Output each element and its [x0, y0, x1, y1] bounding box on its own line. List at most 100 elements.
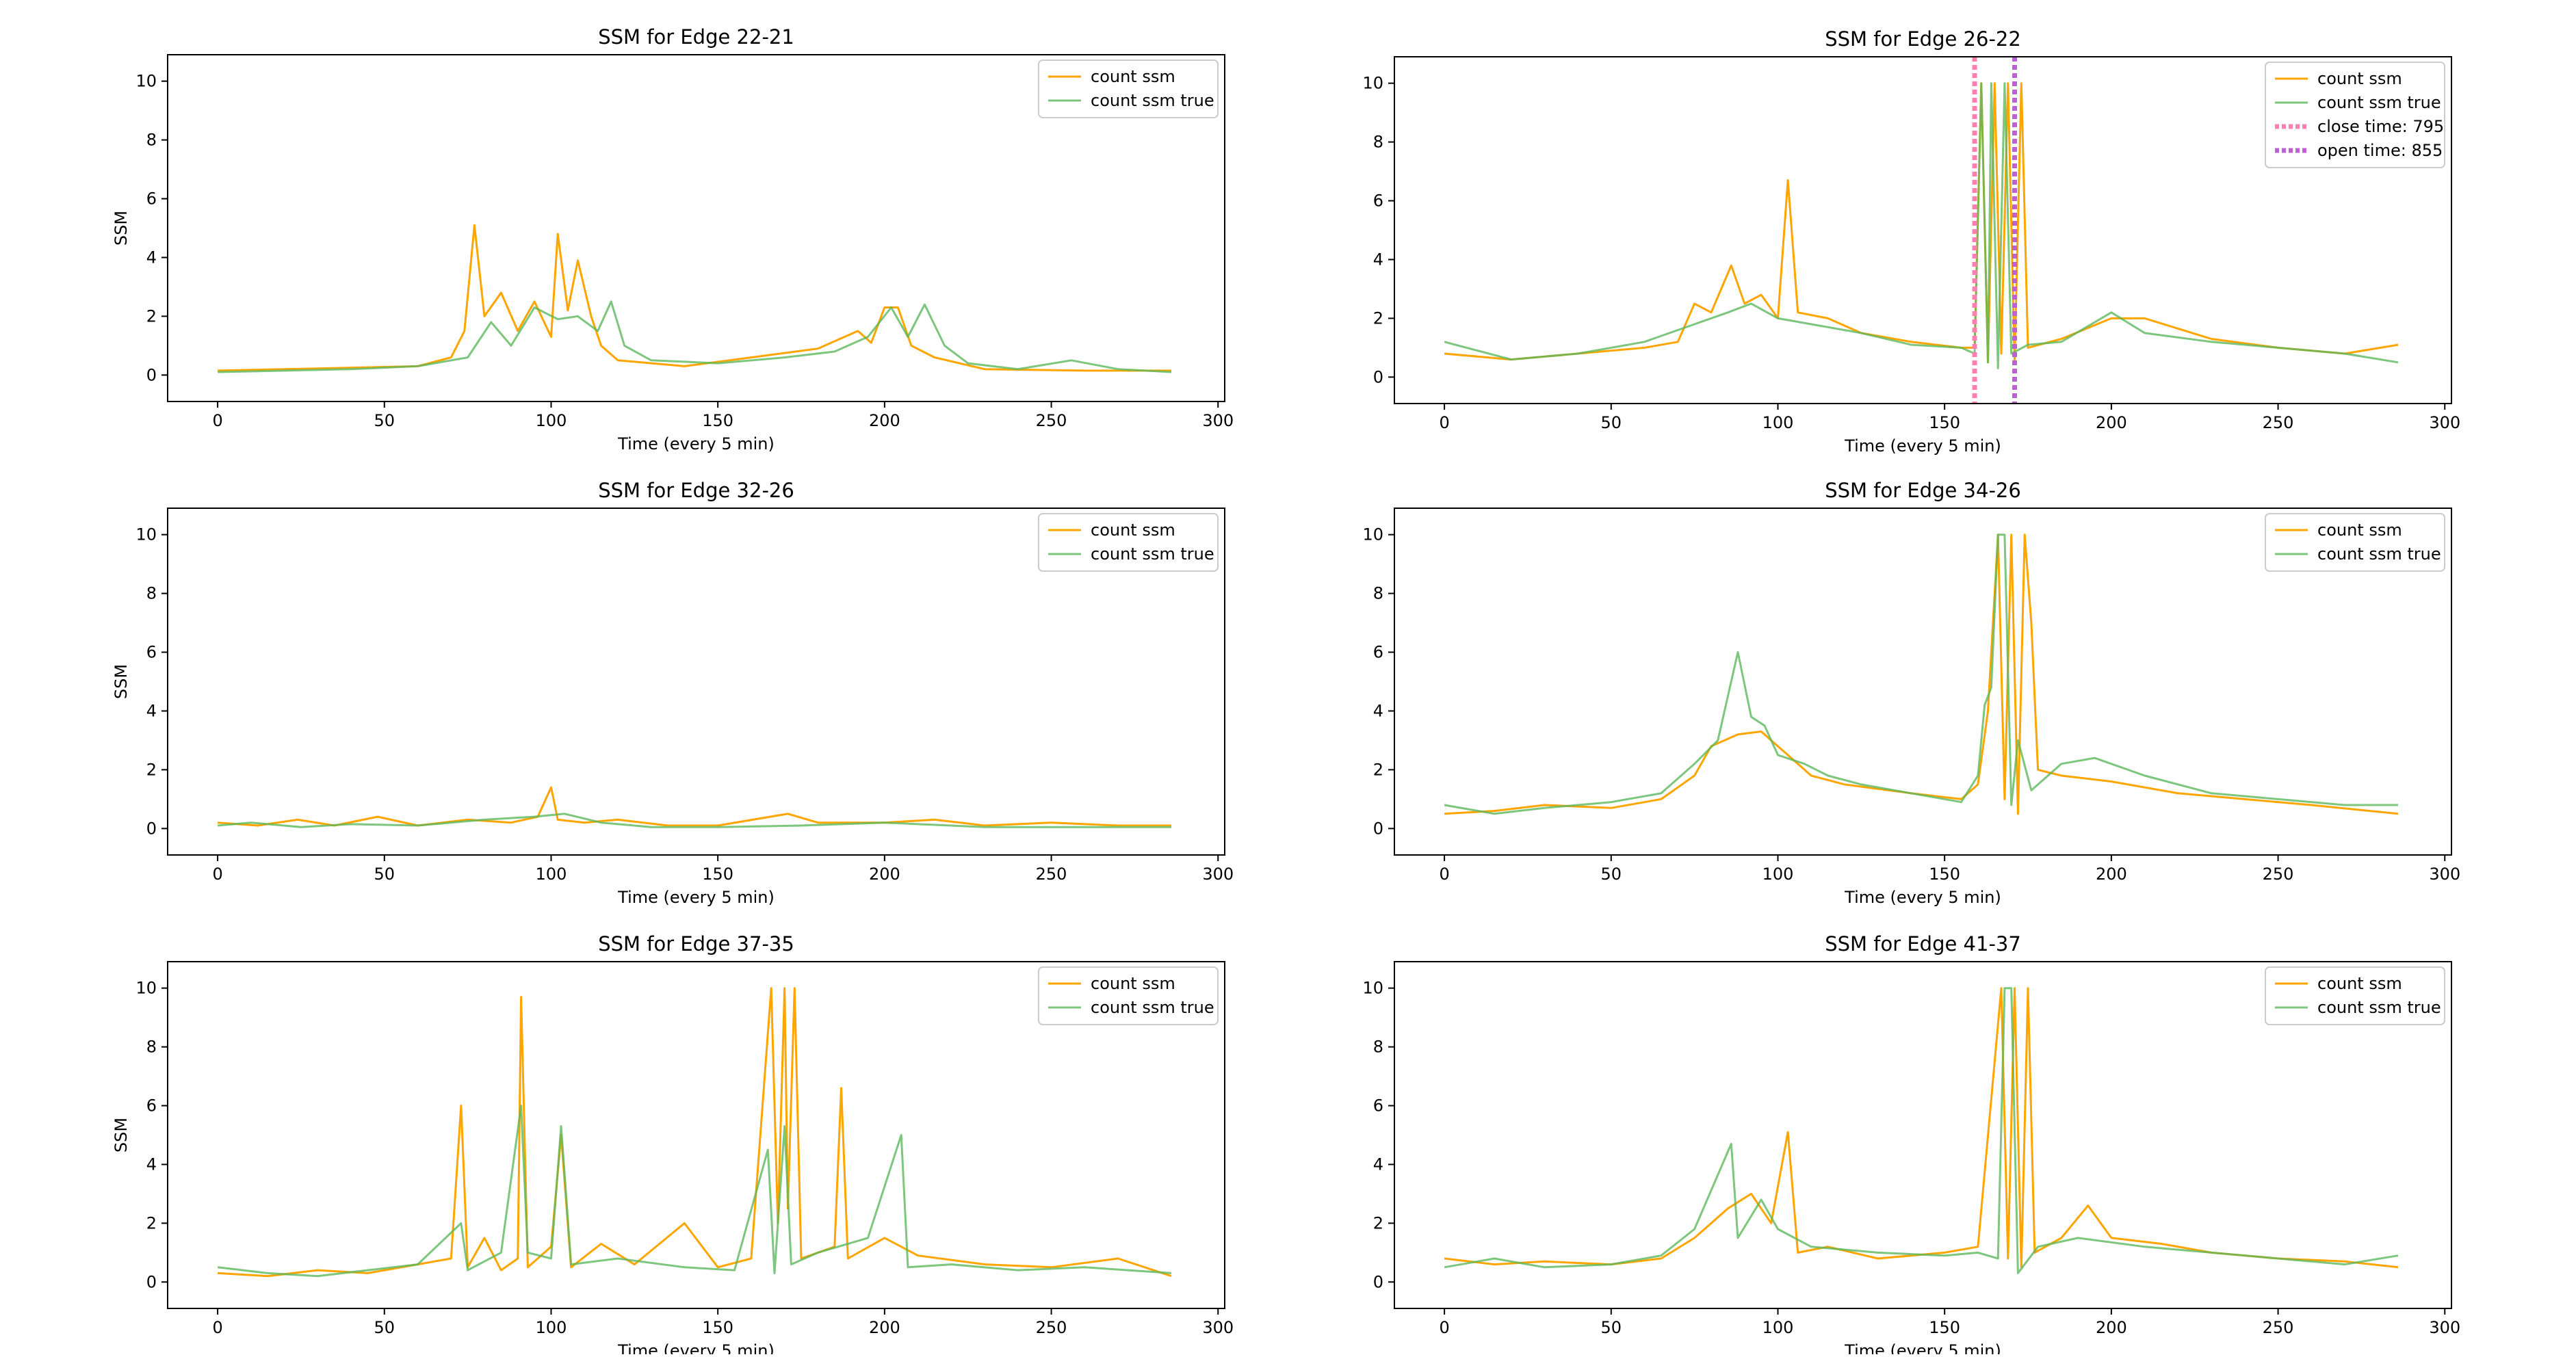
x-tick-label: 300: [1202, 1318, 1234, 1337]
plot-area: [1444, 987, 2399, 1274]
plot-area: [217, 786, 1171, 828]
y-tick-label: 10: [135, 979, 157, 998]
x-axis-label: Time (every 5 min): [1844, 888, 2001, 907]
axes-frame: [1394, 961, 2452, 1309]
legend: count ssm count ssm true: [2265, 966, 2445, 1025]
y-tick-label: 4: [1373, 1155, 1383, 1174]
y-tick-label: 4: [146, 701, 157, 720]
x-tick-label: 300: [2429, 865, 2460, 884]
x-tick-label: 0: [212, 1318, 222, 1337]
y-tick-label: 6: [1373, 643, 1383, 662]
y-axis-label: SSM: [112, 664, 131, 699]
y-tick-label: 6: [146, 189, 157, 209]
x-tick-label: 300: [1202, 865, 1234, 884]
x-tick-label: 50: [374, 1318, 395, 1337]
y-tick-label: 10: [1362, 525, 1383, 544]
legend-box: [2265, 62, 2445, 168]
y-tick-label: 6: [146, 643, 157, 662]
legend-box: [1038, 60, 1219, 118]
x-tick-label: 250: [1036, 865, 1067, 884]
axes-frame: [1394, 508, 2452, 856]
series-line-count-ssm-true: [217, 813, 1171, 828]
y-axis-label: SSM: [112, 1118, 131, 1152]
plot-area: [1444, 533, 2399, 815]
series-line-count-ssm: [218, 987, 1172, 1278]
x-tick-label: 200: [869, 1318, 900, 1337]
x-tick-label: 250: [2263, 413, 2294, 432]
y-tick-label: 2: [146, 1213, 157, 1233]
y-tick-label: 8: [146, 131, 157, 150]
chart-panel-6: 0 50 100 150 200 250 300 0 2 4 6 8 10 SSM for Edge 41…: [1362, 932, 2460, 1357]
axes-frame: [167, 508, 1225, 856]
x-tick-label: 50: [1601, 413, 1622, 432]
chart-title: SSM for Edge 22-21: [598, 25, 794, 49]
series-line-count-ssm: [1444, 987, 2399, 1269]
x-tick-label: 100: [536, 1318, 567, 1337]
x-tick-label: 0: [212, 411, 222, 430]
series-line-count-ssm-true: [1444, 82, 2399, 369]
x-tick-label: 300: [1202, 411, 1234, 430]
axes-frame: [167, 961, 1225, 1309]
y-tick-label: 0: [146, 365, 157, 384]
plot-area: [218, 224, 1172, 373]
y-tick-label: 2: [146, 760, 157, 779]
legend-label: count ssm true: [1091, 544, 1214, 564]
legend-label: count ssm true: [1091, 91, 1214, 110]
chart-title: SSM for Edge 34-26: [1825, 479, 2021, 502]
y-tick-label: 10: [1362, 979, 1383, 998]
series-line-count-ssm-true: [1444, 987, 2399, 1274]
x-tick-label: 250: [1036, 1318, 1067, 1337]
y-tick-label: 2: [1373, 1213, 1383, 1233]
x-tick-label: 150: [702, 865, 733, 884]
legend-label: close time: 795: [2317, 117, 2444, 136]
series-line-count-ssm: [217, 786, 1171, 827]
x-tick-label: 300: [2429, 1318, 2460, 1337]
x-axis-label: Time (every 5 min): [1844, 436, 2001, 456]
y-tick-label: 6: [1373, 1096, 1383, 1116]
y-tick-label: 10: [135, 525, 157, 544]
series-line-count-ssm: [1444, 82, 2399, 364]
plot-area: [1444, 82, 2399, 369]
y-tick-label: 0: [146, 1272, 157, 1291]
x-tick-label: 50: [1601, 1318, 1622, 1337]
axes-frame: [1394, 56, 2452, 404]
series-line-count-ssm: [218, 224, 1171, 372]
legend-label: count ssm: [2317, 974, 2402, 993]
y-tick-label: 4: [146, 248, 157, 267]
x-tick-label: 200: [869, 865, 900, 884]
x-tick-label: 0: [1439, 1318, 1449, 1337]
x-tick-label: 50: [374, 411, 395, 430]
x-tick-label: 150: [702, 411, 733, 430]
legend-label: count ssm: [1091, 974, 1175, 993]
y-tick-label: 10: [1362, 74, 1383, 93]
series-line-count-ssm: [1444, 533, 2399, 815]
y-tick-label: 6: [146, 1096, 157, 1116]
x-axis-label: Time (every 5 min): [617, 434, 775, 453]
y-tick-label: 4: [1373, 701, 1383, 720]
legend-label: count ssm: [1091, 67, 1175, 86]
x-tick-label: 100: [1762, 413, 1794, 432]
x-tick-label: 0: [1439, 413, 1449, 432]
y-tick-label: 0: [1373, 1272, 1383, 1291]
chart-panel-3: 0 50 100 150 200 250 300 0 2 4 6 8 10 SSM for Edge 32…: [112, 479, 1234, 907]
x-tick-label: 200: [2096, 413, 2127, 432]
y-tick-label: 2: [1373, 308, 1383, 328]
x-tick-label: 100: [1762, 865, 1794, 884]
series-line-count-ssm-true: [217, 1105, 1172, 1278]
axes-frame: [167, 54, 1225, 402]
legend-label: count ssm true: [2317, 93, 2441, 112]
y-tick-label: 2: [146, 306, 157, 326]
legend-label: count ssm: [2317, 69, 2402, 88]
x-tick-label: 150: [1929, 1318, 1960, 1337]
chart-panel-1: 0 50 100 150 200 250 300 0 2 4 6 8 10 SSM for Edge 22…: [112, 25, 1234, 453]
y-tick-label: 8: [1373, 133, 1383, 152]
series-line-count-ssm-true: [218, 300, 1172, 373]
x-tick-label: 200: [869, 411, 900, 430]
plot-area: [217, 987, 1172, 1278]
chart-title: SSM for Edge 41-37: [1825, 932, 2021, 956]
legend: count ssm count ssm true: [1038, 966, 1219, 1025]
chart-title: SSM for Edge 37-35: [598, 932, 794, 956]
y-tick-label: 6: [1373, 192, 1383, 211]
x-tick-label: 250: [2263, 865, 2294, 884]
